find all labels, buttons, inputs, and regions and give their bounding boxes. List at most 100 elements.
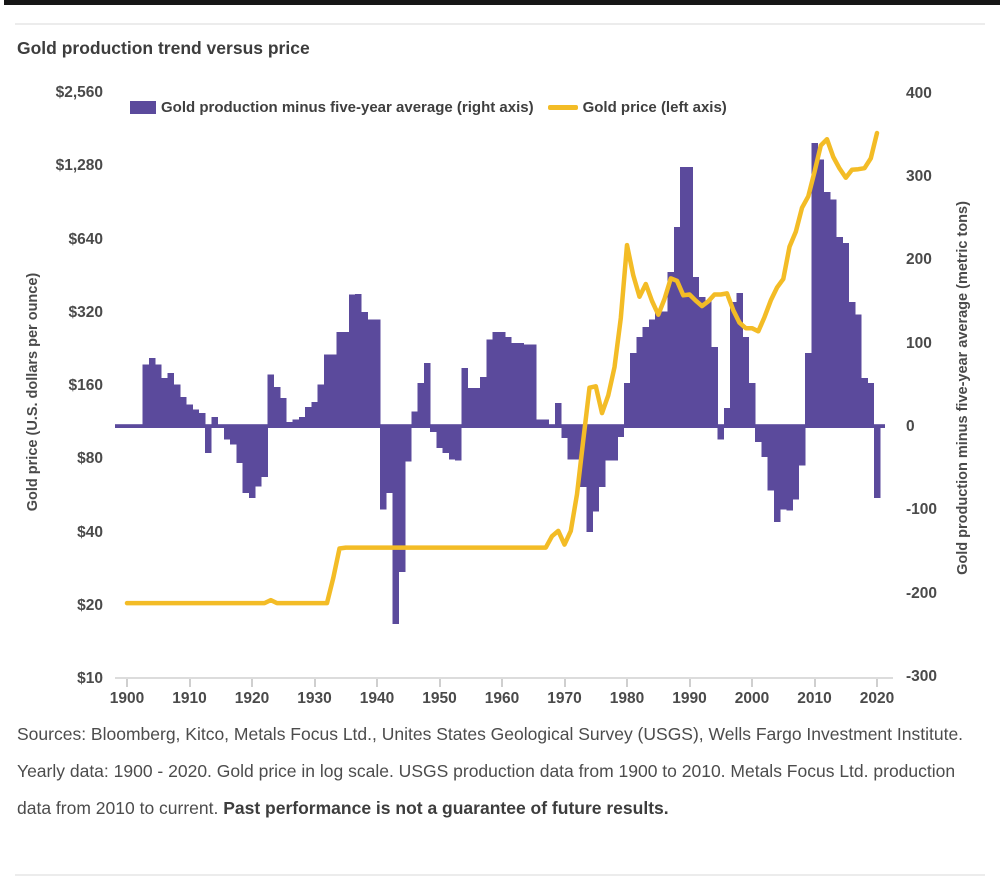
production-bar xyxy=(555,403,562,428)
left-axis-tick: $2,560 xyxy=(55,84,103,101)
production-bar xyxy=(605,428,612,461)
x-axis-line xyxy=(115,677,893,679)
chart-legend: Gold production minus five-year average … xyxy=(130,99,727,116)
source-note-disclaimer: Past performance is not a guarantee of f… xyxy=(223,798,669,818)
x-axis-tick: 1940 xyxy=(359,690,395,707)
x-axis-tickmark xyxy=(251,678,253,687)
production-bar xyxy=(842,243,850,428)
production-bar xyxy=(561,428,568,438)
x-axis-tick: 1930 xyxy=(297,690,332,707)
production-bar xyxy=(523,344,531,428)
production-bar xyxy=(348,294,356,428)
left-axis-tick: $40 xyxy=(77,523,103,541)
production-bar xyxy=(192,409,200,428)
left-axis-tick: $10 xyxy=(77,670,103,687)
right-axis-tick: -100 xyxy=(906,501,938,519)
production-bar xyxy=(423,363,431,428)
production-bar xyxy=(230,428,237,445)
production-bar xyxy=(386,428,393,493)
x-axis-tickmark xyxy=(751,678,753,687)
production-bar xyxy=(805,353,812,428)
production-bar xyxy=(717,428,725,440)
right-axis-tick: 0 xyxy=(906,418,915,435)
left-axis-tick: $80 xyxy=(77,450,103,468)
page-title: Gold production trend versus price xyxy=(17,38,310,58)
production-bar xyxy=(798,428,806,466)
left-axis-tick: $320 xyxy=(68,303,103,321)
production-bar xyxy=(748,383,756,428)
x-axis-tickmark xyxy=(313,678,316,687)
x-axis-tickmark xyxy=(813,678,816,687)
production-bar xyxy=(336,332,343,428)
x-axis-tickmark xyxy=(376,678,378,687)
production-bar xyxy=(873,428,881,498)
left-axis-tick: $640 xyxy=(68,230,103,248)
production-bars xyxy=(142,143,881,624)
production-bar xyxy=(223,428,231,440)
x-axis-tick: 1900 xyxy=(109,690,145,707)
production-bar xyxy=(542,419,550,428)
production-bar xyxy=(723,408,731,428)
production-bar xyxy=(267,374,275,428)
right-axis-tick: 200 xyxy=(906,251,932,269)
production-bar xyxy=(242,428,250,493)
production-bar xyxy=(211,417,218,428)
production-bar xyxy=(830,199,837,428)
production-bar xyxy=(417,383,425,428)
production-bar xyxy=(517,343,525,428)
right-axis-tick: -200 xyxy=(906,584,938,602)
source-note: Sources: Bloomberg, Kitco, Metals Focus … xyxy=(17,716,972,827)
left-axis-tick: $20 xyxy=(77,596,103,614)
production-bar xyxy=(623,383,631,428)
production-bar xyxy=(730,302,737,428)
x-axis-tickmark xyxy=(501,678,503,687)
production-bar xyxy=(811,143,818,428)
production-bar xyxy=(642,327,650,428)
left-axis-tick: $1,280 xyxy=(55,157,103,175)
production-bar xyxy=(661,311,668,428)
production-bar xyxy=(155,364,162,428)
production-bar xyxy=(861,378,868,428)
zero-baseline xyxy=(115,424,885,428)
production-bar xyxy=(430,428,437,433)
bar-series-swatch-icon xyxy=(130,101,156,114)
production-bar xyxy=(736,293,743,428)
x-axis-tick: 1950 xyxy=(422,690,457,707)
production-bar xyxy=(761,428,768,458)
production-bar xyxy=(392,428,400,624)
production-bar xyxy=(786,428,793,511)
x-axis-tickmark xyxy=(688,678,691,687)
x-axis-tick: 2000 xyxy=(734,690,770,707)
production-bar xyxy=(323,354,331,428)
production-bar xyxy=(817,159,825,429)
production-bar xyxy=(755,428,762,443)
production-bar xyxy=(780,428,787,510)
production-bar xyxy=(311,402,318,428)
x-axis-tick: 1990 xyxy=(672,690,707,707)
production-bar xyxy=(598,428,606,488)
production-bar xyxy=(330,354,337,428)
production-bar xyxy=(836,237,843,428)
production-bar xyxy=(767,428,775,491)
x-axis-tickmark xyxy=(626,678,628,687)
gold-price-line xyxy=(124,130,880,606)
production-bar xyxy=(448,428,456,460)
production-bar xyxy=(667,272,675,428)
production-bar xyxy=(648,319,656,428)
production-bar xyxy=(436,428,443,448)
bar-series-legend-label: Gold production minus five-year average … xyxy=(161,99,534,116)
left-axis-tick: $160 xyxy=(68,377,103,394)
x-axis-tick: 2010 xyxy=(797,690,832,707)
production-bar xyxy=(473,388,481,428)
production-bar xyxy=(673,227,681,428)
production-bar xyxy=(742,337,750,428)
production-bar xyxy=(855,314,862,428)
production-bar xyxy=(255,428,262,487)
production-bar xyxy=(461,368,468,428)
bottom-divider xyxy=(15,874,985,876)
production-bar xyxy=(261,428,268,478)
production-bar xyxy=(567,428,575,460)
production-bar xyxy=(536,419,543,428)
production-bar xyxy=(630,353,637,428)
